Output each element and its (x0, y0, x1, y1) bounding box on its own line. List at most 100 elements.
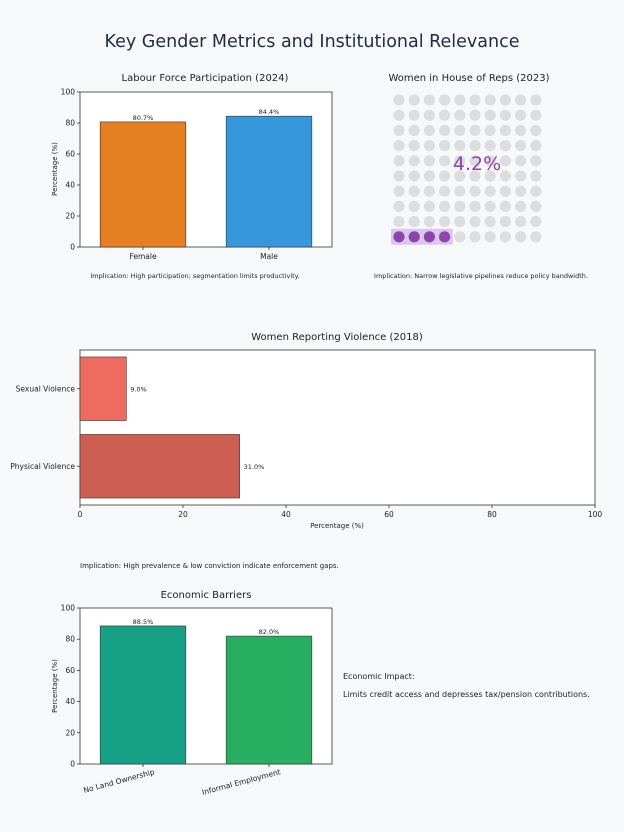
reps-dot-empty (499, 109, 511, 121)
violence-x-tick-label: 100 (588, 510, 603, 519)
reps-dot-empty (469, 185, 481, 197)
reps-dot-empty (393, 200, 405, 212)
labour-chart-title: Labour Force Participation (2024) (122, 73, 289, 84)
labour-category-label: Male (260, 252, 278, 261)
violence-x-tick-label: 40 (281, 510, 291, 519)
reps-dot-filled (393, 231, 405, 243)
econ-y-tick-label: 40 (65, 697, 75, 706)
reps-dot-empty (439, 124, 451, 136)
labour-implication-note: Implication: High participation; segment… (90, 272, 299, 280)
reps-dot-empty (484, 140, 496, 152)
reps-dot-empty (439, 109, 451, 121)
reps-dot-empty (423, 109, 435, 121)
econ-y-tick-label: 60 (65, 666, 75, 675)
reps-dot-empty (469, 216, 481, 228)
violence-implication-note: Implication: High prevalence & low convi… (80, 562, 339, 570)
reps-dot-empty (408, 124, 420, 136)
reps-dot-empty (515, 231, 527, 243)
reps-dot-empty (408, 216, 420, 228)
reps-dot-empty (454, 170, 466, 182)
labour-category-label: Female (129, 252, 157, 261)
reps-value-label: 4.2% (453, 153, 501, 175)
reps-dot-filled (408, 231, 420, 243)
labour-value-label: 80.7% (133, 114, 154, 122)
reps-dot-empty (454, 200, 466, 212)
reps-dot-empty (499, 140, 511, 152)
labour-y-tick-label: 20 (65, 212, 75, 221)
violence-x-tick-label: 0 (78, 510, 83, 519)
reps-dot-empty (515, 94, 527, 106)
reps-dot-empty (515, 216, 527, 228)
reps-dot-empty (423, 124, 435, 136)
reps-dot-empty (499, 185, 511, 197)
reps-dot-empty (454, 140, 466, 152)
house-of-reps-waffle-chart: Women in House of Reps (2023) 4.2% Impli… (374, 73, 588, 280)
reps-dot-empty (530, 185, 542, 197)
violence-x-tick-label: 80 (487, 510, 497, 519)
reps-dot-empty (454, 124, 466, 136)
labour-bar-0 (99, 121, 187, 248)
reps-dot-empty (499, 216, 511, 228)
reps-dot-empty (530, 140, 542, 152)
reps-dot-empty (515, 109, 527, 121)
econ-y-axis-label: Percentage (%) (51, 659, 59, 713)
reps-dot-empty (408, 185, 420, 197)
reps-dot-empty (454, 155, 466, 167)
reps-dot-empty (469, 200, 481, 212)
reps-dot-empty (484, 155, 496, 167)
labour-y-tick-label: 60 (65, 150, 75, 159)
reps-dot-empty (423, 170, 435, 182)
reps-dot-empty (393, 185, 405, 197)
economic-impact-heading: Economic Impact: (343, 672, 415, 681)
economic-impact-text: Limits credit access and depresses tax/p… (343, 690, 590, 699)
reps-dot-empty (469, 140, 481, 152)
econ-y-tick-label: 0 (70, 760, 75, 769)
reps-dot-empty (408, 109, 420, 121)
econ-bar-0 (99, 625, 187, 765)
econ-value-label: 82.0% (259, 628, 280, 636)
reps-dot-empty (423, 200, 435, 212)
reps-dot-empty (454, 231, 466, 243)
reps-dot-empty (530, 109, 542, 121)
reps-dot-empty (393, 170, 405, 182)
reps-dot-empty (454, 216, 466, 228)
reps-dot-empty (423, 185, 435, 197)
reps-chart-title: Women in House of Reps (2023) (388, 73, 549, 84)
reps-dot-empty (393, 216, 405, 228)
reps-dot-empty (530, 216, 542, 228)
reps-dot-empty (530, 94, 542, 106)
labour-y-tick-label: 100 (61, 88, 76, 97)
reps-dot-empty (469, 94, 481, 106)
reps-dot-empty (484, 170, 496, 182)
reps-dot-empty (393, 140, 405, 152)
reps-dot-empty (484, 94, 496, 106)
labour-y-tick-label: 0 (70, 243, 75, 252)
reps-dot-empty (499, 94, 511, 106)
main-title: Key Gender Metrics and Institutional Rel… (105, 32, 520, 52)
labour-value-label: 84.4% (259, 108, 280, 116)
reps-dot-empty (408, 155, 420, 167)
reps-dot-empty (530, 170, 542, 182)
violence-x-axis-label: Percentage (%) (310, 522, 364, 530)
reps-dot-empty (499, 155, 511, 167)
reps-dot-empty (515, 155, 527, 167)
econ-chart-title: Economic Barriers (161, 590, 252, 601)
reps-implication-note: Implication: Narrow legislative pipeline… (374, 272, 588, 280)
econ-y-tick-label: 100 (61, 604, 76, 613)
reps-dot-empty (439, 216, 451, 228)
reps-dot-empty (484, 185, 496, 197)
reps-dot-empty (530, 124, 542, 136)
reps-dot-empty (515, 170, 527, 182)
reps-dot-empty (469, 155, 481, 167)
reps-dot-empty (439, 200, 451, 212)
labour-force-chart: Labour Force Participation (2024) 0 20 40 6… (51, 73, 333, 280)
reps-dot-empty (408, 200, 420, 212)
reps-dot-empty (408, 170, 420, 182)
econ-y-tick-label: 20 (65, 728, 75, 737)
reps-dot-empty (499, 170, 511, 182)
reps-dot-empty (393, 124, 405, 136)
reps-dot-empty (454, 109, 466, 121)
reps-dot-empty (469, 109, 481, 121)
violence-value-label: 9.0% (130, 385, 147, 393)
reps-dot-empty (454, 94, 466, 106)
